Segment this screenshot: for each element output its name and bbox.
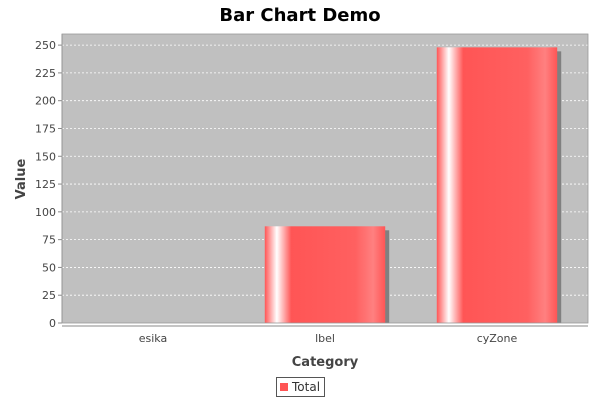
bar (436, 47, 558, 323)
x-tick-label: lbel (315, 332, 335, 345)
x-tick-label: cyZone (477, 332, 518, 345)
y-tick-label: 175 (35, 122, 56, 135)
y-tick-label: 250 (35, 39, 56, 52)
y-tick-label: 50 (42, 261, 56, 274)
y-tick-label: 75 (42, 234, 56, 247)
y-tick-label: 0 (49, 317, 56, 330)
x-tick-label: esika (139, 332, 167, 345)
y-axis-label: Value (14, 158, 29, 199)
bar (264, 226, 386, 323)
plot-border (61, 33, 589, 324)
y-tick-label: 25 (42, 289, 56, 302)
y-tick-label: 225 (35, 67, 56, 80)
legend-label: Total (292, 380, 321, 394)
x-axis-label: Category (292, 355, 359, 370)
y-tick-label: 200 (35, 95, 56, 108)
y-tick-label: 125 (35, 178, 56, 191)
y-tick-label: 100 (35, 206, 56, 219)
legend: Total (276, 377, 326, 397)
chart-title: Bar Chart Demo (219, 5, 380, 26)
y-tick-label: 150 (35, 150, 56, 163)
plot-area: 0 25 50 75 100 125 150 175 200 225 250 esika lbel cyZ… (35, 33, 589, 345)
legend-swatch (280, 383, 288, 391)
